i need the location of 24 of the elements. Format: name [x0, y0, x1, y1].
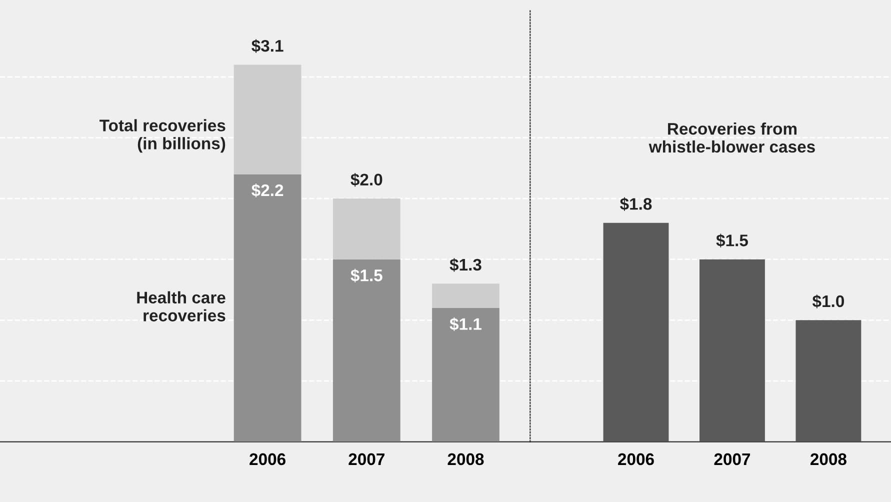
bar [432, 284, 500, 308]
data-label: $1.0 [812, 294, 844, 308]
x-tick-label: 2008 [448, 453, 484, 466]
x-tick-label: 2007 [714, 453, 750, 466]
x-tick-label: 2006 [250, 453, 286, 466]
x-tick-label: 2006 [618, 453, 654, 466]
data-label: $1.8 [620, 197, 652, 211]
chart-title: Recoveries from whistle-blower cases [648, 122, 815, 153]
data-label: $1.5 [716, 234, 748, 248]
series-label: Health care recoveries [137, 291, 226, 322]
x-tick-label: 2008 [810, 453, 846, 466]
bar [332, 198, 400, 260]
bar [234, 64, 302, 174]
x-tick-label: 2007 [348, 453, 384, 466]
data-label: $2.2 [252, 184, 284, 198]
bar [432, 308, 500, 442]
total-label: $3.1 [252, 39, 284, 53]
bar [234, 174, 302, 442]
total-label: $2.0 [350, 172, 382, 187]
data-label: $1.1 [450, 317, 482, 332]
bar [332, 259, 400, 442]
series-label: Total recoveries (in billions) [100, 119, 226, 153]
total-label: $1.3 [450, 258, 482, 272]
data-label: $1.5 [350, 268, 382, 282]
